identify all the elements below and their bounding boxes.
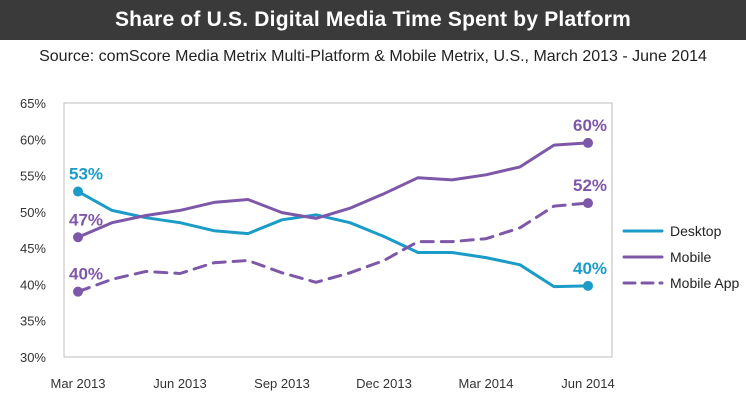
x-tick-label: Dec 2013 <box>356 376 412 391</box>
y-tick-label: 40% <box>20 277 46 292</box>
legend-label: Mobile <box>670 249 711 265</box>
data-point-desktop <box>583 280 593 291</box>
series-line-desktop <box>76 190 590 289</box>
series-line-mobile-app <box>76 201 590 294</box>
data-label-start: 47% <box>69 210 103 229</box>
data-point-mobile-app <box>73 286 83 297</box>
x-tick-label: Mar 2013 <box>51 376 106 391</box>
data-point-mobile-app <box>583 198 593 209</box>
x-tick-label: Mar 2014 <box>459 376 514 391</box>
plot-frame <box>63 102 613 358</box>
title-bar: Share of U.S. Digital Media Time Spent b… <box>0 0 746 40</box>
y-tick-label: 60% <box>20 132 46 147</box>
data-point-mobile <box>583 137 593 148</box>
y-tick-label: 45% <box>20 241 46 256</box>
y-tick-label: 35% <box>20 314 46 329</box>
data-point-mobile <box>73 232 83 243</box>
y-tick-label: 65% <box>20 96 46 111</box>
series-line-mobile <box>76 141 590 239</box>
data-label-end: 60% <box>573 116 607 135</box>
chart-title: Share of U.S. Digital Media Time Spent b… <box>114 8 632 31</box>
data-label-start: 53% <box>69 165 103 184</box>
x-tick-label: Sep 2013 <box>254 376 310 391</box>
data-label-end: 52% <box>573 176 607 195</box>
legend-label: Mobile App <box>670 275 739 291</box>
y-tick-label: 50% <box>20 205 46 220</box>
legend-label: Desktop <box>670 223 722 239</box>
data-label-start: 40% <box>69 265 103 284</box>
x-tick-label: Jun 2013 <box>153 376 207 391</box>
y-tick-label: 30% <box>20 350 46 365</box>
x-tick-label: Jun 2014 <box>561 376 615 391</box>
data-point-desktop <box>73 186 83 197</box>
data-label-end: 40% <box>573 259 607 278</box>
chart-subtitle: Source: comScore Media Metrix Multi-Plat… <box>39 48 707 65</box>
y-tick-label: 55% <box>20 169 46 184</box>
